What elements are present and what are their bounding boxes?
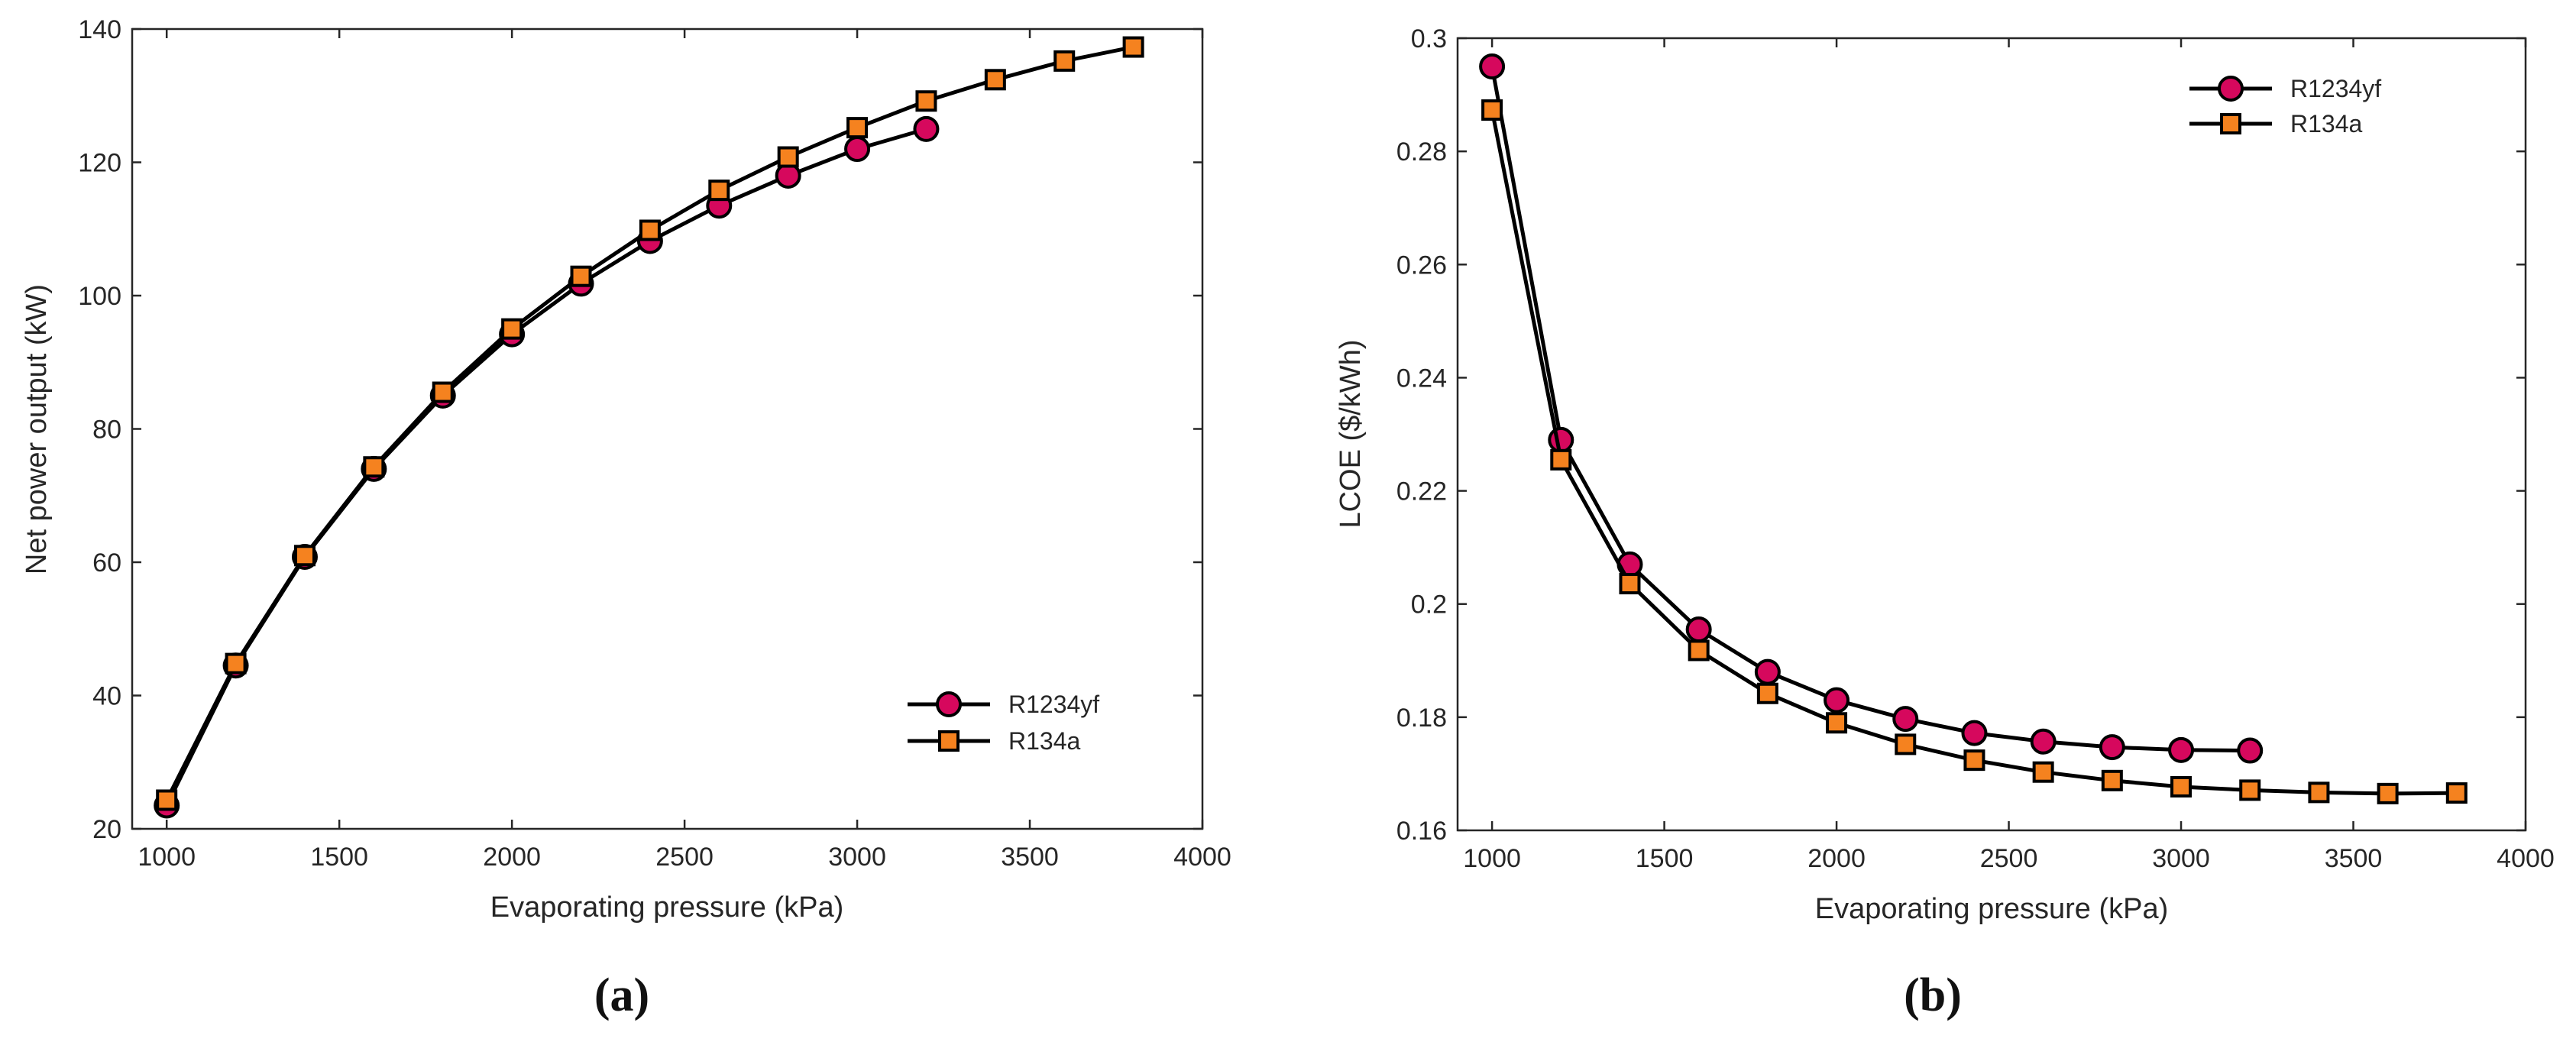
panel-a-ytick-label: 140 bbox=[78, 15, 121, 44]
panel-a-ytick-label: 60 bbox=[92, 548, 121, 578]
panel-a-legend: R1234yf R134a bbox=[908, 691, 1099, 755]
panel-a-r134a-point bbox=[156, 789, 178, 811]
panel-a-ytick-label: 20 bbox=[92, 815, 121, 844]
panel-b-ytick-label: 0.2 bbox=[1411, 590, 1447, 620]
panel-b-r1234yf-point bbox=[1892, 706, 1919, 733]
panel-a-legend-r1234yf-label: R1234yf bbox=[1008, 691, 1099, 718]
panel-a: 1000 1500 2000 2500 3000 3500 4000 20 40 60 80 100 1… bbox=[21, 15, 1231, 1021]
panel-b-ytick-label: 0.22 bbox=[1396, 477, 1447, 506]
panel-a-r134a-point bbox=[984, 69, 1006, 91]
panel-b-ytick-label: 0.24 bbox=[1396, 364, 1447, 393]
panel-a-r134a-point bbox=[846, 117, 869, 139]
panel-a-r134a-point bbox=[1053, 50, 1076, 72]
panel-b-r134a-point bbox=[2308, 781, 2330, 804]
panel-b-xtick-label: 1500 bbox=[1636, 844, 1694, 873]
panel-b-r1234yf-point bbox=[2030, 728, 2057, 755]
panel-b-xtick-label: 3500 bbox=[2325, 844, 2383, 873]
panel-b-r134a-point bbox=[2239, 779, 2261, 801]
panel-b-xtick-label: 2500 bbox=[1980, 844, 2038, 873]
panel-a-r134a-point bbox=[432, 381, 454, 403]
panel-b-xlabel: Evaporating pressure (kPa) bbox=[1815, 893, 2169, 925]
panel-b-r1234yf-point bbox=[1824, 687, 1850, 713]
panel-a-r134a-point bbox=[915, 90, 937, 112]
panel-b-r1234yf-point bbox=[2099, 734, 2125, 761]
panel-b-r134a-point bbox=[1963, 749, 1985, 772]
panel-b-r134a-point bbox=[2170, 775, 2193, 798]
panel-b-r134a-point bbox=[1550, 448, 1572, 471]
panel-b-r134a-point bbox=[1895, 733, 1917, 755]
panel-b-r134a-point bbox=[2445, 782, 2468, 804]
panel-a-ytick-label: 40 bbox=[92, 682, 121, 711]
panel-b-legend-r134a-label: R134a bbox=[2290, 110, 2363, 138]
panel-a-r134a-point bbox=[363, 456, 385, 478]
panel-a-legend-r134a-label: R134a bbox=[1008, 727, 1081, 755]
panel-a-r134a-point bbox=[293, 545, 316, 567]
panel-b-r1234yf-point bbox=[2168, 736, 2195, 763]
panel-b-r134a-point bbox=[1756, 682, 1778, 704]
panel-a-xtick-label: 4000 bbox=[1173, 843, 1231, 872]
panel-b-ytick-label: 0.26 bbox=[1396, 251, 1447, 280]
panel-b-r134a-point bbox=[2101, 769, 2123, 791]
panel-b-legend-r1234yf-label: R1234yf bbox=[2290, 75, 2381, 102]
panel-b-legend-r134a-marker bbox=[2220, 113, 2241, 134]
panel-b-legend: R1234yf R134a bbox=[2189, 75, 2381, 138]
panel-b-xtick-label: 1000 bbox=[1463, 844, 1521, 873]
panel-b-r134a-point bbox=[1619, 573, 1641, 595]
panel-a-caption: (a) bbox=[594, 969, 649, 1021]
panel-b-r1234yf-point bbox=[1961, 720, 1988, 746]
panel-a-xtick-label: 1000 bbox=[138, 843, 196, 872]
panel-a-ylabel: Net power output (kW) bbox=[21, 284, 53, 574]
panel-b-ticks: 1000 1500 2000 2500 3000 3500 4000 0.16 0.18 0.2 0… bbox=[1396, 24, 2555, 873]
panel-a-legend-r1234yf-marker bbox=[936, 691, 962, 717]
panel-a-xtick-label: 3000 bbox=[828, 843, 886, 872]
panel-b-caption: (b) bbox=[1904, 969, 1962, 1021]
panel-b-r134a-point bbox=[1481, 99, 1503, 121]
panel-b-r1234yf-point bbox=[1685, 616, 1712, 643]
panel-a-r134a-point bbox=[1122, 36, 1144, 58]
panel-b-series bbox=[1479, 53, 2468, 804]
panel-a-r134a-point bbox=[777, 146, 799, 168]
panel-b-r134a-point bbox=[1688, 639, 1710, 662]
panel-a-r134a-point bbox=[570, 265, 592, 287]
panel-a-xtick-label: 3500 bbox=[1001, 843, 1059, 872]
panel-b-r134a-point bbox=[2032, 761, 2054, 783]
panel-a-xtick-label: 1500 bbox=[310, 843, 368, 872]
panel-a-ytick-label: 120 bbox=[78, 149, 121, 178]
panel-b-axes-frame bbox=[1456, 37, 2527, 832]
panel-a-r1234yf-point bbox=[913, 115, 940, 142]
panel-b-xtick-label: 3000 bbox=[2152, 844, 2210, 873]
panel-b-ytick-label: 0.16 bbox=[1396, 817, 1447, 846]
panel-a-series bbox=[154, 36, 1144, 819]
panel-a-r134a-point bbox=[708, 180, 730, 202]
panel-a-r1234yf-point bbox=[844, 136, 871, 163]
panel-b-r1234yf-point bbox=[1548, 426, 1574, 453]
panel-b-ytick-label: 0.28 bbox=[1396, 138, 1447, 167]
panel-b-ytick-label: 0.3 bbox=[1411, 24, 1447, 53]
panel-a-r134a-point bbox=[501, 318, 523, 340]
panel-b-ylabel: LCOE ($/kWh) bbox=[1335, 339, 1367, 528]
panel-b-xtick-label: 4000 bbox=[2497, 844, 2555, 873]
panel-b-r1234yf-point bbox=[1479, 53, 1506, 80]
panel-b-r1234yf-point bbox=[2237, 737, 2264, 764]
panel-a-xlabel: Evaporating pressure (kPa) bbox=[490, 891, 844, 924]
panel-b-r134a-point bbox=[2377, 782, 2399, 804]
panel-b-legend-r1234yf-marker bbox=[2218, 76, 2244, 102]
panel-a-xtick-label: 2000 bbox=[483, 843, 541, 872]
panel-a-ytick-label: 80 bbox=[92, 416, 121, 445]
panel-b-r1234yf-point bbox=[1754, 658, 1781, 685]
panel-b-ytick-label: 0.18 bbox=[1396, 704, 1447, 733]
panel-b: 1000 1500 2000 2500 3000 3500 4000 0.16 0.18 0.2 0… bbox=[1335, 24, 2555, 1021]
panel-a-ytick-label: 100 bbox=[78, 282, 121, 311]
panel-a-r134a-point bbox=[225, 652, 247, 675]
panel-a-legend-r134a-marker bbox=[938, 730, 960, 752]
panel-a-xtick-label: 2500 bbox=[655, 843, 714, 872]
panel-a-r134a-point bbox=[639, 219, 661, 241]
panel-b-r134a-point bbox=[1826, 712, 1848, 734]
panel-b-xtick-label: 2000 bbox=[1807, 844, 1866, 873]
panel-a-ticks: 1000 1500 2000 2500 3000 3500 4000 20 40 60 80 100 1… bbox=[78, 15, 1231, 872]
